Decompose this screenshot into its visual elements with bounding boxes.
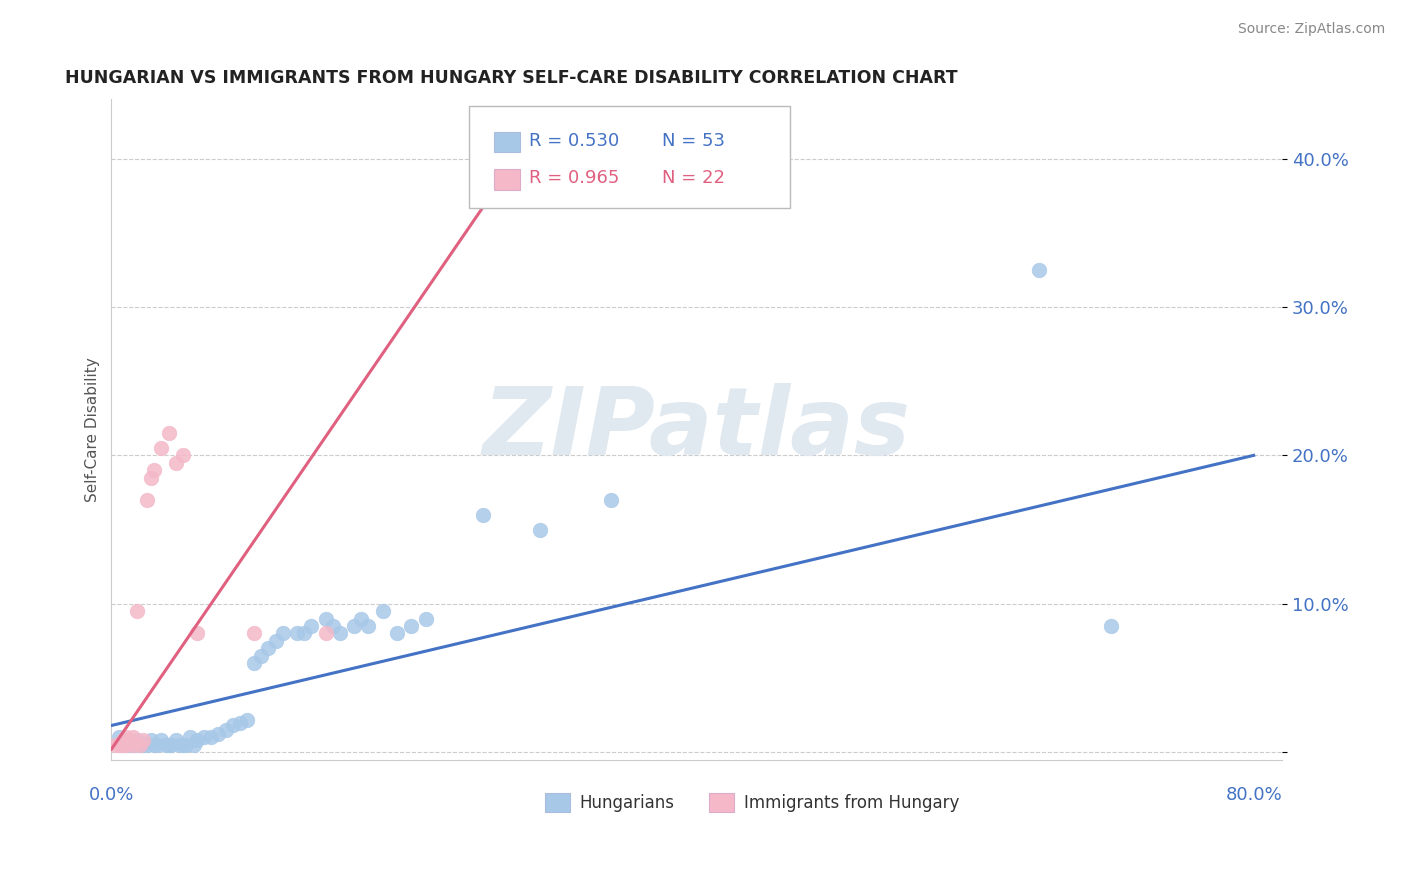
Point	[114, 738, 136, 752]
Point	[471, 508, 494, 522]
FancyBboxPatch shape	[495, 132, 520, 152]
Point	[114, 733, 136, 747]
Point	[117, 733, 139, 747]
Point	[600, 492, 623, 507]
Point	[107, 731, 129, 745]
Point	[186, 626, 208, 640]
Point	[150, 733, 173, 747]
Point	[186, 733, 208, 747]
Point	[111, 733, 134, 747]
FancyBboxPatch shape	[468, 106, 790, 208]
Point	[127, 733, 149, 747]
Point	[150, 441, 173, 455]
Point	[183, 738, 205, 752]
Point	[143, 463, 166, 477]
Point	[315, 626, 337, 640]
Point	[415, 612, 437, 626]
Point	[136, 492, 159, 507]
Point	[132, 738, 155, 752]
Point	[214, 723, 236, 737]
Point	[1099, 619, 1122, 633]
Point	[165, 456, 187, 470]
Point	[350, 612, 373, 626]
Point	[110, 738, 132, 752]
FancyBboxPatch shape	[709, 793, 734, 813]
Point	[193, 731, 215, 745]
Text: Source: ZipAtlas.com: Source: ZipAtlas.com	[1237, 22, 1385, 37]
Point	[271, 626, 294, 640]
Point	[155, 738, 177, 752]
Point	[399, 619, 422, 633]
Point	[200, 731, 222, 745]
Text: HUNGARIAN VS IMMIGRANTS FROM HUNGARY SELF-CARE DISABILITY CORRELATION CHART: HUNGARIAN VS IMMIGRANTS FROM HUNGARY SEL…	[65, 69, 957, 87]
Point	[299, 619, 322, 633]
Point	[114, 731, 136, 745]
Text: R = 0.530: R = 0.530	[530, 132, 620, 150]
Point	[264, 633, 287, 648]
FancyBboxPatch shape	[495, 169, 520, 190]
Point	[357, 619, 380, 633]
Point	[132, 733, 155, 747]
Point	[250, 648, 273, 663]
Point	[207, 727, 229, 741]
Text: N = 22: N = 22	[662, 169, 724, 187]
Point	[165, 733, 187, 747]
Point	[172, 738, 194, 752]
Point	[1028, 263, 1050, 277]
Point	[174, 738, 197, 752]
Point	[385, 626, 408, 640]
Point	[315, 612, 337, 626]
Point	[529, 523, 551, 537]
Point	[136, 738, 159, 752]
Text: 80.0%: 80.0%	[1225, 787, 1282, 805]
Text: R = 0.965: R = 0.965	[530, 169, 620, 187]
Point	[243, 626, 266, 640]
Point	[169, 738, 191, 752]
FancyBboxPatch shape	[544, 793, 571, 813]
Point	[129, 738, 152, 752]
Point	[146, 738, 169, 752]
Point	[292, 626, 315, 640]
Text: Hungarians: Hungarians	[579, 794, 675, 812]
Point	[243, 656, 266, 670]
Point	[172, 449, 194, 463]
Point	[127, 604, 149, 618]
Point	[236, 713, 259, 727]
Point	[121, 738, 143, 752]
Point	[117, 738, 139, 752]
Point	[141, 470, 163, 484]
Point	[371, 604, 394, 618]
Point	[121, 738, 143, 752]
Text: 0.0%: 0.0%	[89, 787, 134, 805]
Y-axis label: Self-Care Disability: Self-Care Disability	[86, 357, 100, 502]
Point	[141, 733, 163, 747]
Point	[322, 619, 344, 633]
Point	[107, 738, 129, 752]
Point	[179, 731, 201, 745]
Point	[229, 715, 252, 730]
Point	[285, 626, 308, 640]
Text: N = 53: N = 53	[662, 132, 724, 150]
Point	[129, 738, 152, 752]
Point	[104, 738, 127, 752]
Point	[160, 738, 183, 752]
Point	[111, 738, 134, 752]
Point	[121, 731, 143, 745]
Point	[157, 426, 180, 441]
Point	[257, 641, 280, 656]
Point	[143, 738, 166, 752]
Point	[343, 619, 366, 633]
Point	[329, 626, 352, 640]
Text: Immigrants from Hungary: Immigrants from Hungary	[744, 794, 959, 812]
Text: ZIPatlas: ZIPatlas	[482, 384, 911, 475]
Point	[222, 718, 245, 732]
Point	[157, 738, 180, 752]
